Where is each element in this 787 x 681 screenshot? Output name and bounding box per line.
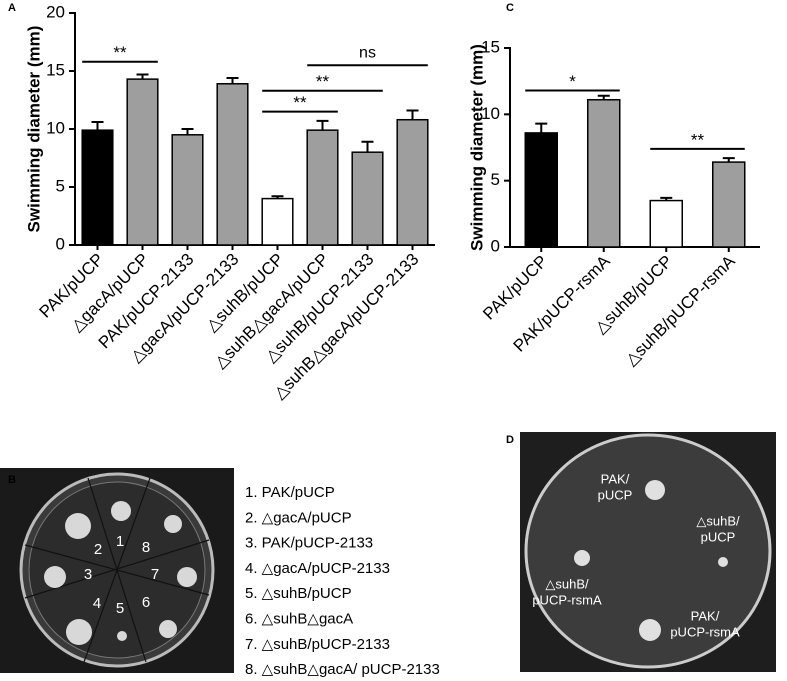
spot-label: pUCP-rsmA [532, 592, 602, 607]
plate-number: 3 [84, 566, 92, 583]
error-bar [597, 94, 610, 100]
error-bar [136, 73, 149, 80]
spot-label: pUCP-rsmA [670, 624, 740, 639]
legend-item: 3. PAK/pUCP-2133 [245, 535, 373, 552]
panel-label: C [506, 2, 514, 14]
error-bar [226, 76, 239, 84]
error-bar [660, 196, 673, 201]
panel-label: B [8, 474, 16, 486]
error-bar [406, 109, 419, 120]
spot-label: pUCP [701, 529, 736, 544]
plate-number: 7 [151, 566, 159, 583]
bar [306, 129, 339, 246]
error-bar [181, 128, 194, 135]
error-bar [316, 119, 329, 131]
plate-number: 8 [142, 539, 150, 556]
plate-number: 2 [94, 541, 102, 558]
spot-label: PAK/ [601, 471, 630, 486]
legend-item: 8. △suhB△gacA/ pUCP-2133 [245, 661, 440, 678]
y-axis-label: Swimming diameter (mm) [24, 26, 43, 233]
significance-label: * [569, 72, 576, 91]
y-tick-label: 0 [491, 236, 500, 255]
bar [587, 98, 621, 248]
bar [81, 129, 114, 246]
x-tick-label: △suhB/pUCP [202, 250, 287, 335]
legend-item: 6. △suhB△gacA [245, 610, 353, 627]
spot-label: PAK/ [691, 608, 720, 623]
bar [712, 161, 746, 248]
y-tick-label: 10 [46, 118, 65, 137]
significance-label: ns [359, 44, 376, 61]
legend-item: 1. PAK/pUCP [245, 484, 335, 501]
legend-item: 2. △gacA/pUCP [245, 509, 352, 526]
x-tick-label: △gacA/pUCP [67, 250, 152, 335]
y-tick-label: 15 [481, 37, 500, 56]
legend-item: 4. △gacA/pUCP-2133 [245, 560, 390, 577]
bar [649, 199, 683, 248]
bar [126, 78, 159, 246]
y-tick-label: 20 [46, 2, 65, 21]
significance-label: ** [316, 72, 330, 91]
plate-number: 6 [142, 594, 150, 611]
bar [171, 134, 204, 246]
y-tick-label: 5 [491, 170, 500, 189]
error-bar [722, 157, 735, 163]
bar [524, 132, 558, 248]
significance-label: ** [293, 93, 307, 112]
error-bar [271, 195, 284, 199]
bar [351, 151, 384, 246]
spot-label: △suhB/ [545, 576, 589, 591]
error-bar [535, 122, 548, 133]
bar [396, 118, 429, 246]
panel-label: A [8, 2, 16, 14]
y-tick-label: 10 [481, 104, 500, 123]
plate-number: 4 [93, 595, 101, 612]
colonies [44, 501, 197, 645]
plate-number: 1 [116, 533, 124, 550]
panel-label: D [506, 434, 514, 446]
significance-label: ** [691, 130, 705, 149]
y-tick-label: 5 [56, 176, 65, 195]
legend-item: 7. △suhB/pUCP-2133 [245, 636, 390, 653]
significance-label: ** [113, 43, 127, 62]
colonies [574, 480, 728, 641]
plate-number: 5 [116, 600, 124, 617]
legend-item: 5. △suhB/pUCP [245, 585, 352, 602]
spot-label: △suhB/ [696, 513, 740, 528]
y-axis-label: Swimming diameter (mm) [467, 44, 486, 251]
y-tick-label: 15 [46, 60, 65, 79]
error-bar [91, 121, 104, 131]
plate-dividers [24, 477, 210, 663]
bar [261, 197, 294, 246]
x-tick-label: △suhB/pUCP-rsmA [621, 251, 739, 369]
y-tick-label: 0 [56, 234, 65, 253]
spot-label: pUCP [598, 487, 633, 502]
bar [216, 83, 249, 246]
plate [524, 433, 772, 669]
error-bar [361, 140, 374, 153]
